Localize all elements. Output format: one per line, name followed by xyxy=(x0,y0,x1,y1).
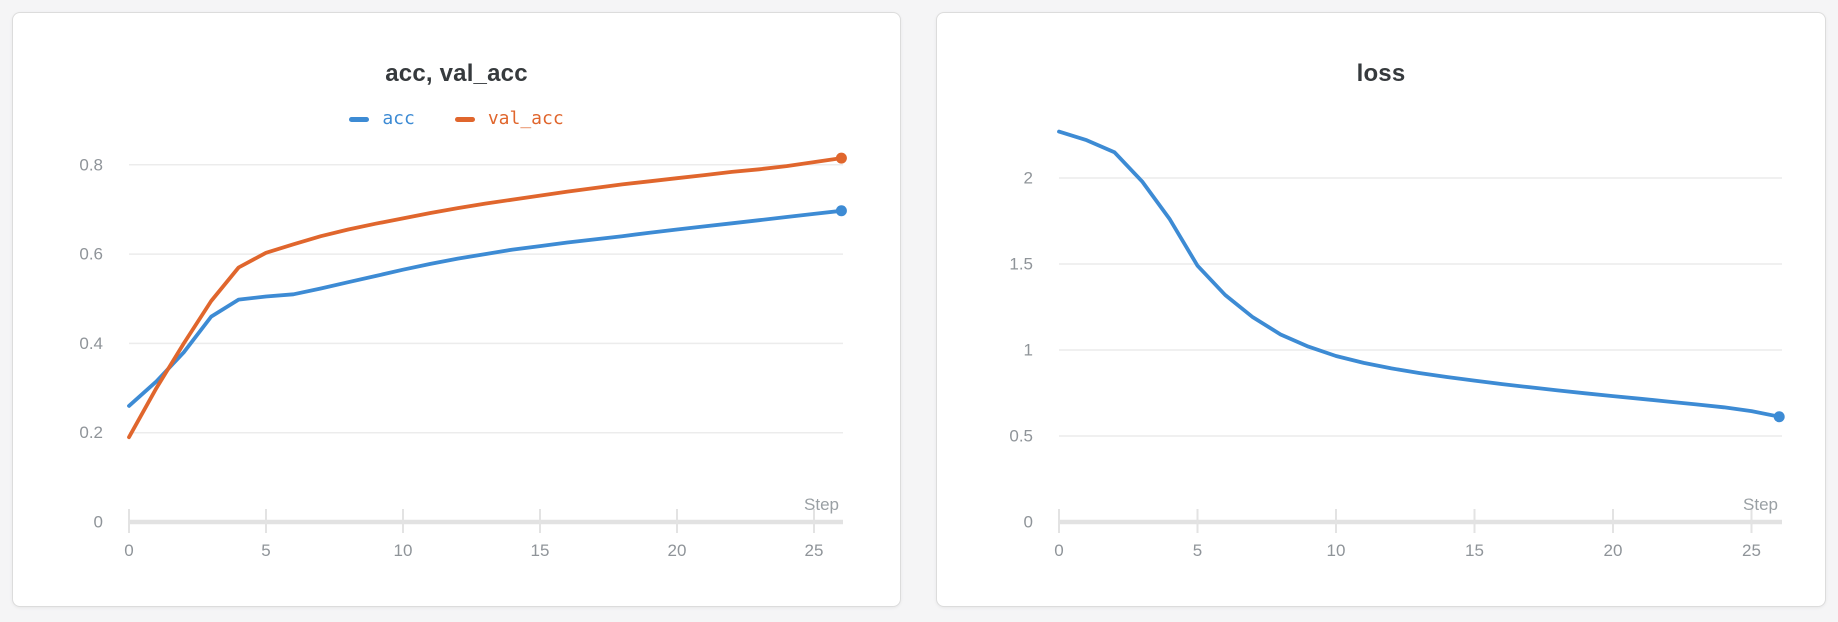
chart-panel-loss[interactable]: loss 0 0.5 1 1.5 2 0 5 10 15 20 25 Step xyxy=(936,12,1826,607)
x-tick-label: 0 xyxy=(1054,541,1063,560)
y-tick-label: 2 xyxy=(1024,169,1033,188)
x-tick-label: 25 xyxy=(805,541,824,560)
y-tick-label: 0 xyxy=(94,513,103,532)
series-line-val_acc[interactable] xyxy=(127,156,844,440)
x-axis-title: Step xyxy=(804,495,839,514)
x-tick-label: 5 xyxy=(1193,541,1202,560)
series-endpoint-val_acc[interactable] xyxy=(835,152,847,164)
y-tick-label: 1 xyxy=(1024,341,1033,360)
x-tick-label: 20 xyxy=(1604,541,1623,560)
y-tick-label: 0.6 xyxy=(79,245,103,264)
series-endpoint-acc[interactable] xyxy=(835,205,847,217)
x-tick-label: 10 xyxy=(1327,541,1346,560)
x-axis-title: Step xyxy=(1743,495,1778,514)
chart-panel-acc-val-acc[interactable]: acc, val_acc acc val_acc 0 0.2 0.4 0.6 0.8 0 5 1… xyxy=(12,12,901,607)
x-tick-label: 5 xyxy=(261,541,270,560)
series-line-loss[interactable] xyxy=(1057,129,1782,419)
chart-canvas-acc-val-acc[interactable]: 0 0.2 0.4 0.6 0.8 0 5 10 15 20 25 Step xyxy=(13,13,900,606)
y-tick-label: 0.4 xyxy=(79,334,103,353)
y-tick-label: 0.5 xyxy=(1009,427,1033,446)
y-tick-label: 0 xyxy=(1024,513,1033,532)
x-tick-label: 10 xyxy=(394,541,413,560)
x-tick-label: 20 xyxy=(668,541,687,560)
x-tick-label: 15 xyxy=(1465,541,1484,560)
series-endpoint-loss[interactable] xyxy=(1773,411,1785,423)
series-line-acc[interactable] xyxy=(127,208,844,408)
y-tick-label: 0.2 xyxy=(79,423,103,442)
x-tick-label: 15 xyxy=(531,541,550,560)
y-tick-label: 0.8 xyxy=(79,155,103,174)
y-tick-label: 1.5 xyxy=(1009,255,1033,274)
x-tick-label: 0 xyxy=(124,541,133,560)
x-tick-label: 25 xyxy=(1742,541,1761,560)
